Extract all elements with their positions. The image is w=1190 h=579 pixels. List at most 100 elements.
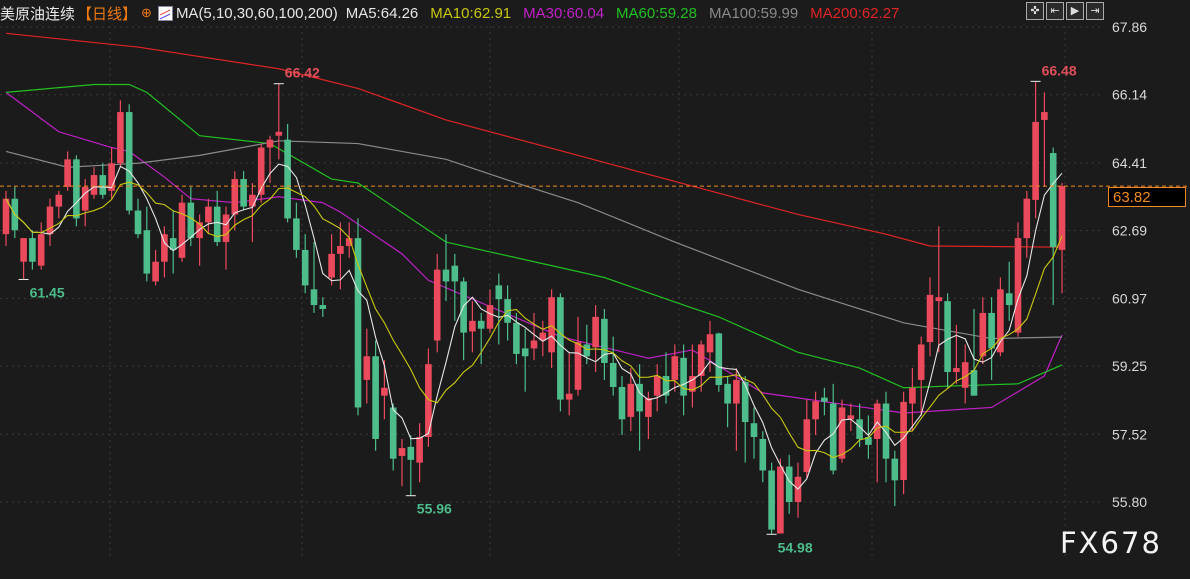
candle [812, 391, 819, 436]
crosshair-icon[interactable]: ✜ [1026, 2, 1044, 20]
candle [706, 320, 714, 373]
candle-body [1005, 293, 1013, 306]
candle [539, 320, 547, 357]
ma-legend-item: MA100:59.99 [708, 4, 799, 22]
candle-body [891, 458, 899, 481]
y-tick-label: 57.52 [1112, 426, 1147, 442]
candle-body [565, 393, 573, 400]
candle-body [469, 320, 476, 332]
candle [882, 391, 890, 483]
candle-body [1023, 198, 1031, 239]
candle [1023, 190, 1031, 258]
candle [55, 190, 63, 219]
candle [99, 163, 107, 199]
candle-body [856, 419, 863, 439]
candles [2, 81, 1066, 535]
candle [416, 423, 423, 483]
candle [961, 344, 969, 404]
candle-body [372, 356, 379, 439]
candle-body [706, 334, 714, 353]
jump-end-icon[interactable]: ⇥ [1086, 2, 1104, 20]
candle-body [328, 253, 335, 278]
candle-body [266, 139, 274, 148]
candle [653, 364, 661, 412]
candle-body [337, 245, 344, 254]
candle-body [416, 437, 423, 463]
candle-body [161, 234, 168, 262]
candle [407, 435, 415, 496]
candle-body [407, 446, 415, 460]
candle-body [178, 202, 186, 258]
candle [398, 438, 406, 487]
candle [117, 100, 124, 168]
candle-body [680, 357, 687, 396]
candle [196, 214, 203, 266]
y-tick-label: 60.97 [1112, 290, 1147, 306]
candle-body [953, 368, 960, 373]
candle [557, 293, 564, 412]
candle-body [900, 401, 907, 480]
candle [618, 375, 626, 436]
candle [662, 352, 670, 404]
candle [46, 198, 54, 246]
candle-body [275, 131, 283, 136]
candle [152, 249, 159, 286]
candle [671, 344, 679, 392]
candle [1058, 182, 1066, 294]
ma-line-ma200 [5, 32, 1063, 248]
candle-body [548, 297, 555, 353]
candle [187, 186, 195, 246]
candle [178, 194, 186, 262]
ma-legend-item: MA60:59.28 [616, 4, 697, 22]
candle [231, 171, 239, 231]
candle [213, 190, 221, 246]
candle-body [354, 238, 362, 408]
period-selector[interactable]: 【日线】 [77, 5, 138, 23]
candle-body [777, 466, 784, 534]
candle [592, 305, 599, 373]
candle [1041, 92, 1048, 187]
candle-body [284, 139, 291, 219]
candle-body [117, 112, 124, 164]
high-price-label: 66.42 [285, 65, 320, 81]
play-icon[interactable]: ▶ [1066, 2, 1084, 20]
candle-body [389, 407, 397, 459]
ma-legend-item: MA10:62.91 [430, 4, 512, 22]
candle-body [345, 238, 353, 246]
candle-body [196, 222, 203, 239]
candle-body [926, 294, 934, 343]
candle [601, 309, 608, 380]
candle [926, 277, 934, 357]
jump-start-icon[interactable]: ⇤ [1046, 2, 1064, 20]
candle [521, 328, 529, 392]
candle [909, 368, 916, 432]
candle [20, 238, 27, 280]
candle [442, 234, 450, 302]
candle-body [715, 333, 723, 386]
candle [337, 222, 344, 290]
candle-body [29, 238, 36, 262]
candle [1005, 261, 1013, 321]
candle-body [539, 332, 547, 341]
globe-icon[interactable]: ⊕ [141, 5, 152, 20]
candle-body [46, 206, 54, 235]
candle [143, 206, 151, 282]
candle [953, 324, 960, 384]
candle [917, 336, 925, 416]
candle [2, 190, 10, 246]
candle-body [847, 415, 855, 420]
candle [970, 309, 978, 396]
candle-body [750, 423, 758, 438]
candle-body [574, 342, 582, 390]
candle-body [812, 401, 819, 420]
candle-body [1032, 121, 1039, 200]
candle-body [592, 316, 599, 348]
candle [733, 368, 740, 451]
candle [680, 344, 687, 416]
candle-body [935, 297, 943, 302]
candle-body [222, 214, 230, 243]
candle [777, 458, 784, 534]
candle [873, 399, 881, 483]
ma-indicator-icon[interactable] [157, 5, 173, 21]
